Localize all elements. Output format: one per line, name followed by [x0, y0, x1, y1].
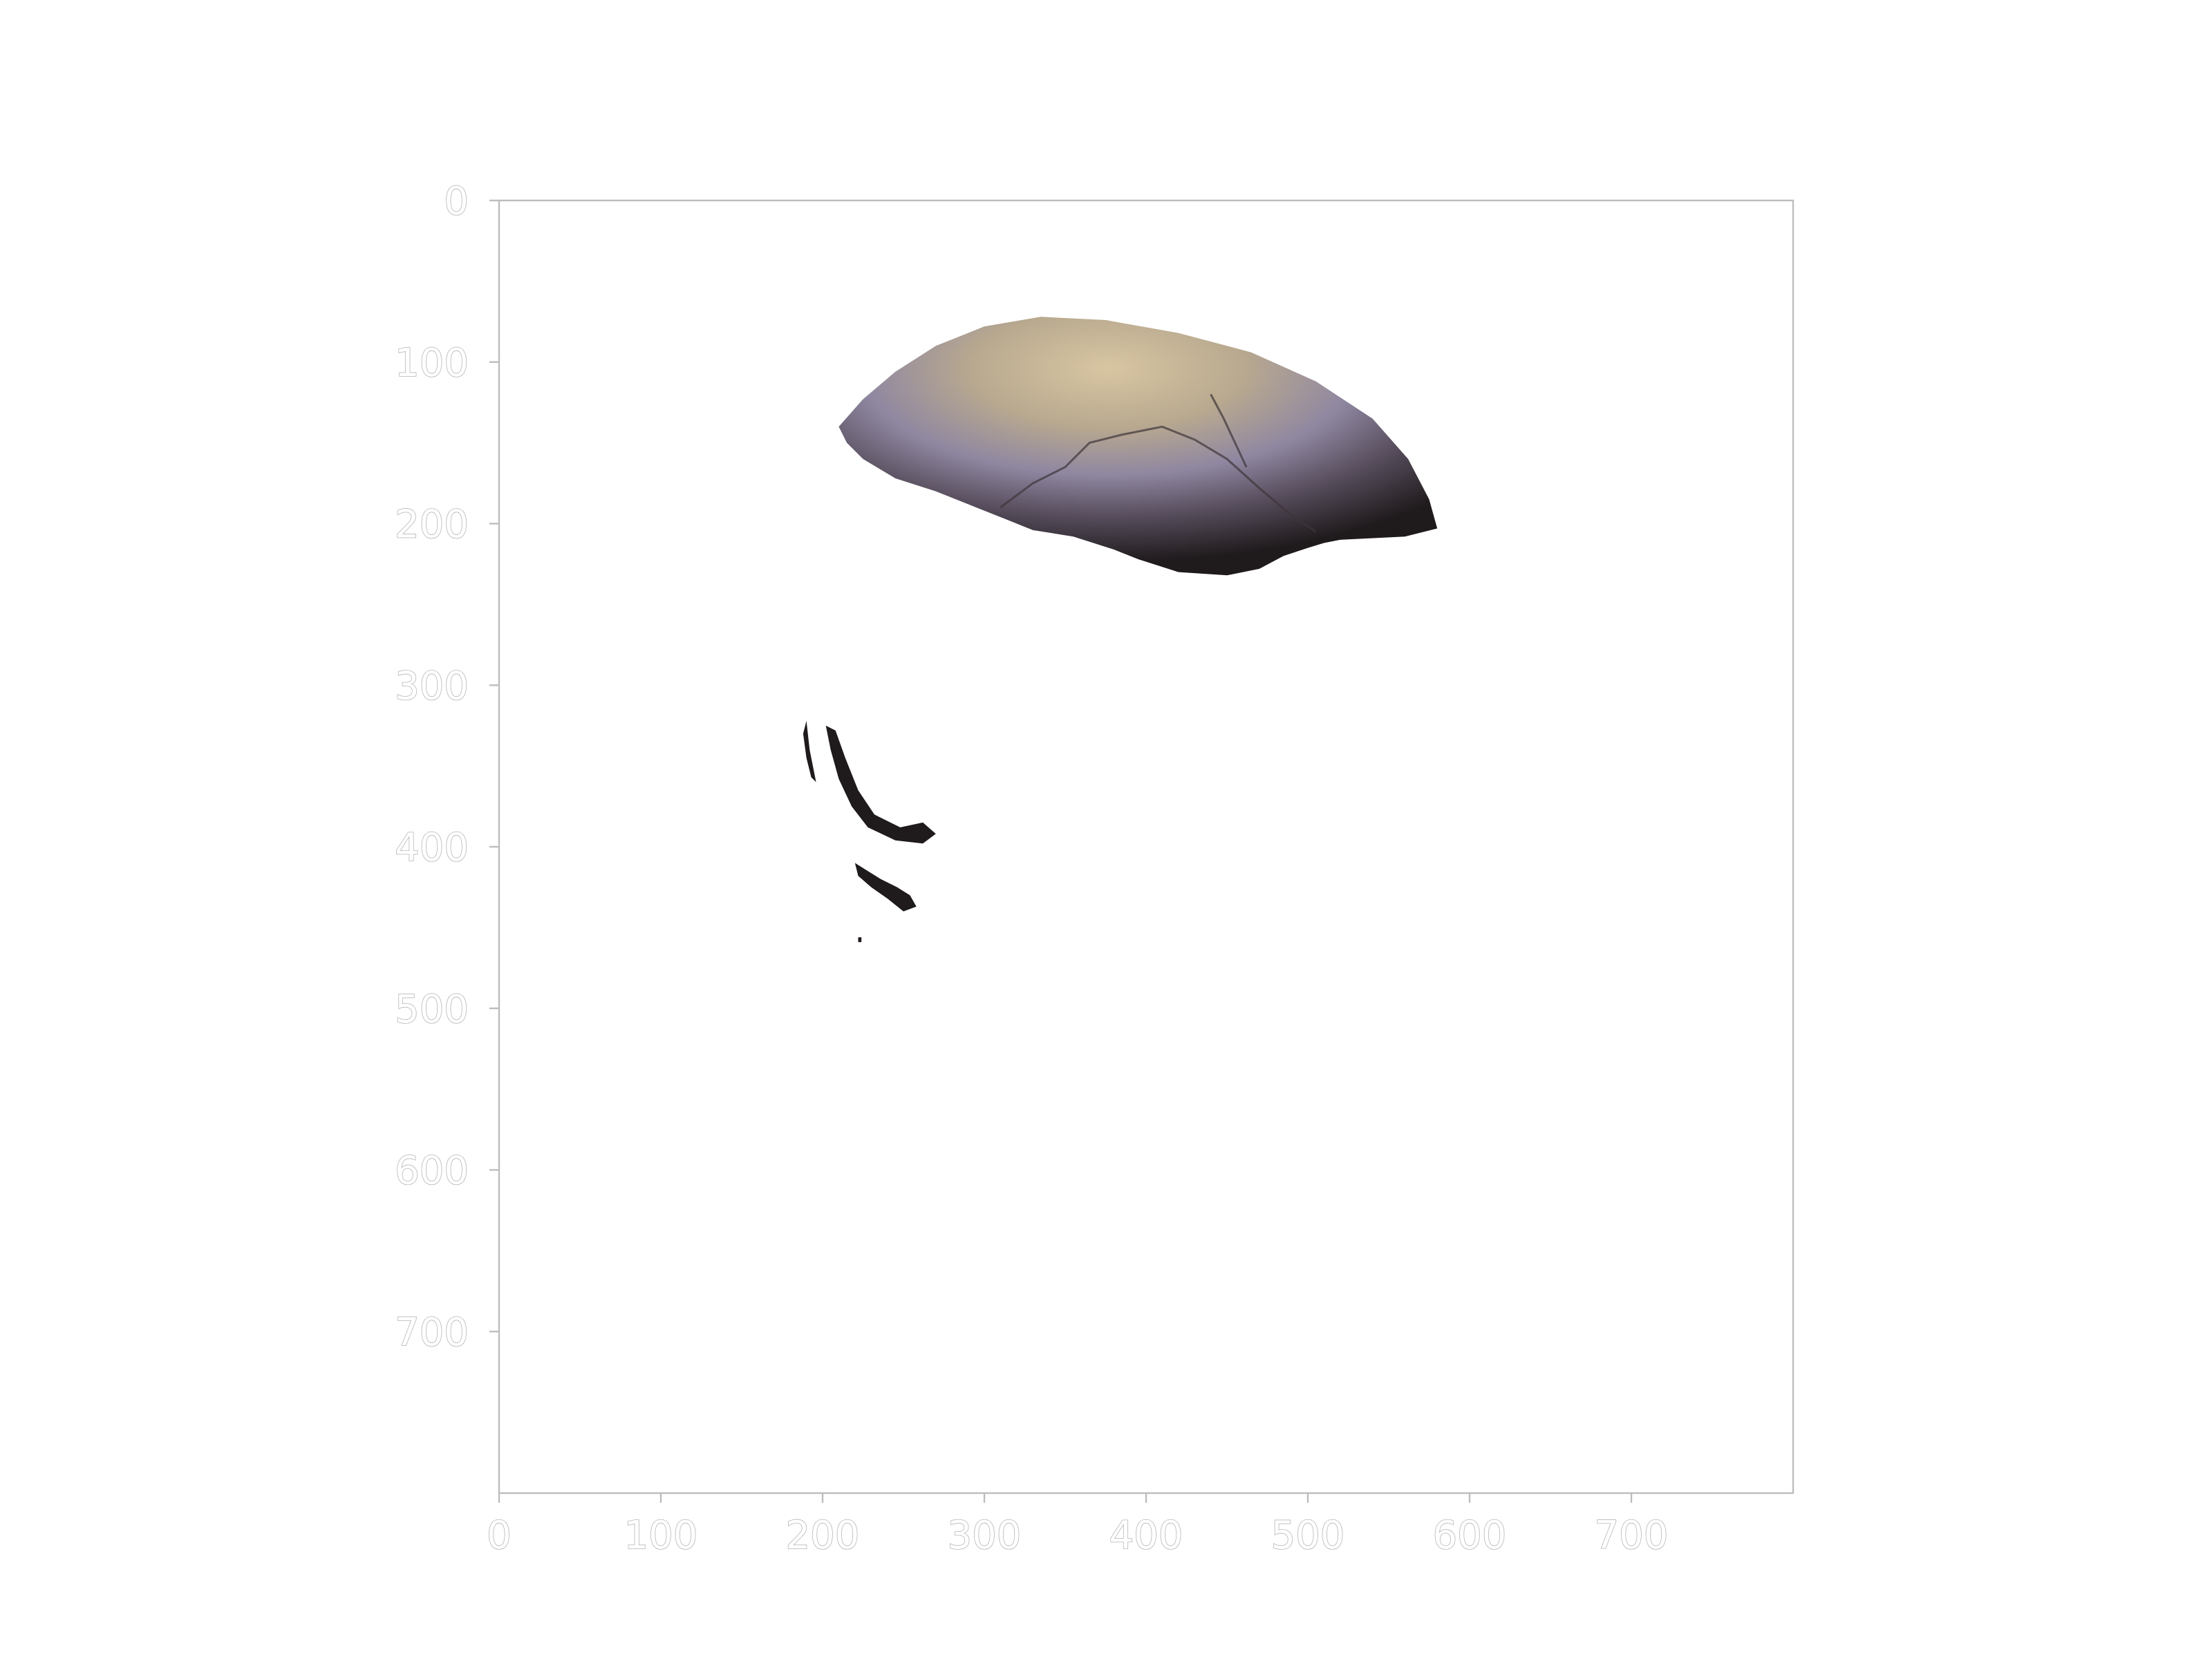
- tiny-dot: [858, 937, 862, 942]
- curved-hook-stroke: [825, 725, 936, 844]
- small-fragment-cluster: [854, 863, 917, 912]
- image-shapes: [803, 317, 1438, 942]
- y-tick-label: 500: [395, 987, 469, 1032]
- y-tick-label: 0: [444, 179, 469, 224]
- axes: 0 100 200 300 400 500 600 700 0 100 200 300 400 500 60…: [394, 178, 1794, 1559]
- y-tick-label: 200: [395, 503, 469, 547]
- y-tick-label: 700: [395, 1310, 469, 1355]
- large-dome-object: [838, 317, 1438, 576]
- x-tick-label: 200: [786, 1513, 860, 1558]
- y-tick-label: 400: [395, 825, 469, 870]
- y-tick-label: 300: [395, 664, 469, 709]
- x-tick-label: 700: [1595, 1513, 1669, 1558]
- y-tick-label: 600: [395, 1149, 469, 1194]
- x-tick-label: 100: [624, 1513, 698, 1558]
- y-tick-label: 100: [395, 341, 469, 386]
- small-left-sliver: [803, 720, 816, 782]
- x-tick-label: 500: [1271, 1513, 1345, 1558]
- dome-crack-2: [1210, 393, 1248, 468]
- x-tick-label: 400: [1109, 1513, 1183, 1558]
- x-tick-label: 600: [1433, 1513, 1507, 1558]
- x-tick-label: 0: [487, 1513, 512, 1558]
- x-tick-label: 300: [948, 1513, 1022, 1558]
- dome-crack-1: [1000, 425, 1317, 533]
